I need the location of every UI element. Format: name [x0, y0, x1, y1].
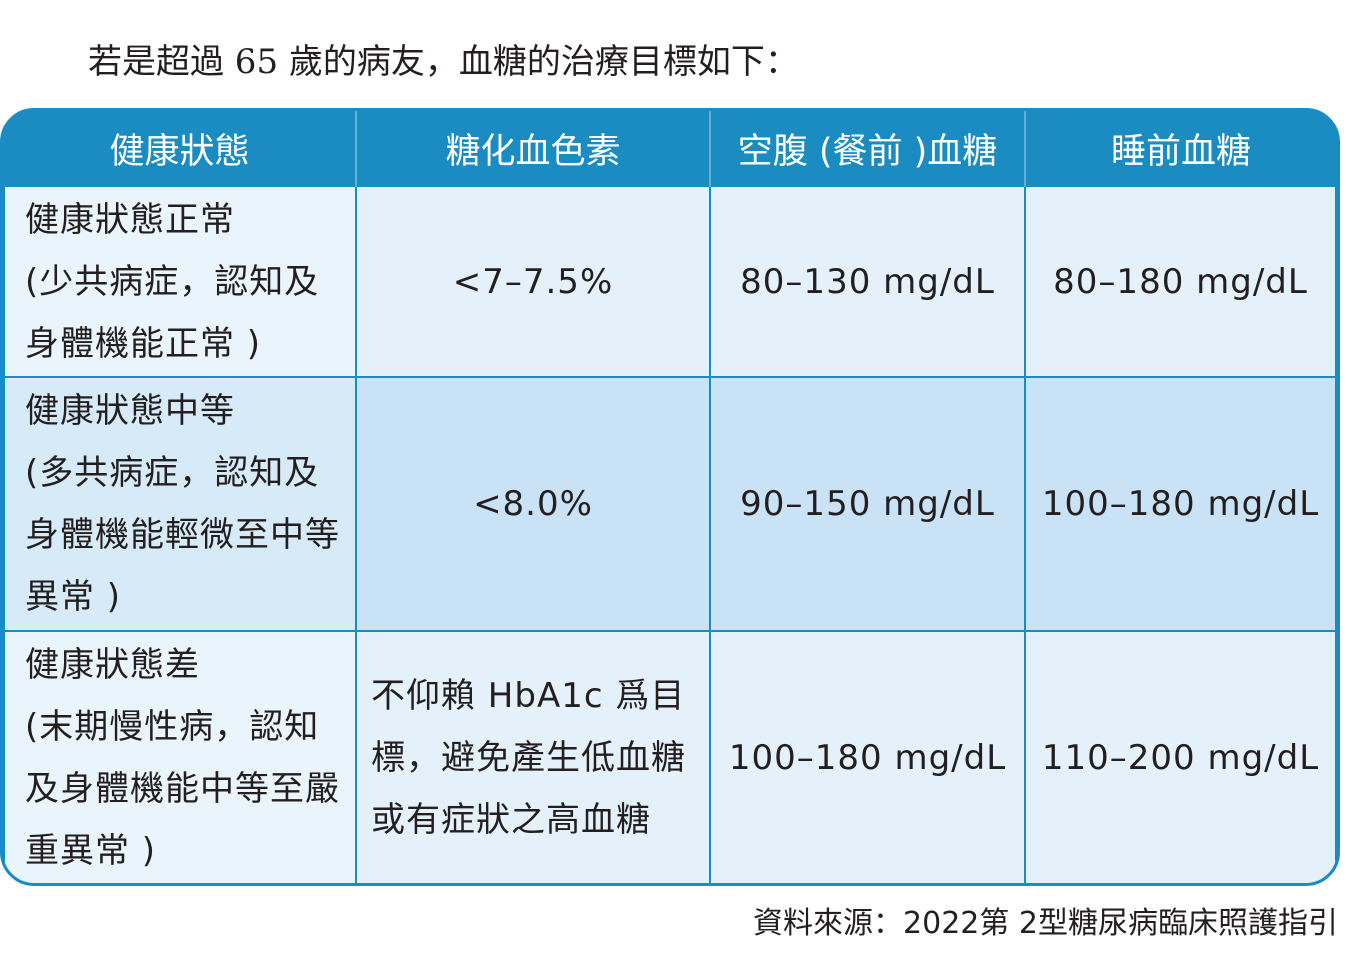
header-row: 健康狀態 糖化血色素 空腹 (餐前 )血糖 睡前血糖: [4, 111, 1336, 186]
table-row: 健康狀態中等 (多共病症，認知及身體機能輕微至中等異常 ) <8.0% 90–150 …: [3, 376, 1337, 632]
status-cell: 健康狀態中等 (多共病症，認知及身體機能輕微至中等異常 ): [3, 376, 357, 632]
status-title: 健康狀態中等: [25, 391, 235, 431]
header-cell: 糖化血色素: [355, 111, 710, 186]
fasting-cell: 90–150 mg/dL: [709, 376, 1026, 632]
header-cell: 空腹 (餐前 )血糖: [709, 111, 1025, 186]
table-row: 健康狀態差 (末期慢性病，認知及身體機能中等至嚴重異常 ) 不仰賴 HbA1c 爲目…: [3, 630, 1337, 883]
status-title: 健康狀態正常: [25, 199, 235, 240]
header-cell: 睡前血糖: [1024, 111, 1336, 186]
hba1c-cell: <7–7.5%: [355, 185, 711, 378]
target-table: 健康狀態 糖化血色素 空腹 (餐前 )血糖 睡前血糖 健康狀態正常 (少共病症，認知及身…: [3, 111, 1337, 883]
hba1c-cell: 不仰賴 HbA1c 爲目標，避免產生低血糖或有症狀之高血糖: [355, 630, 711, 883]
status-title: 健康狀態差: [25, 644, 200, 685]
fasting-cell: 80–130 mg/dL: [709, 185, 1026, 378]
source-note: 資料來源：2022第 2型糖尿病臨床照護指引: [753, 906, 1338, 941]
hba1c-cell: <8.0%: [355, 376, 711, 632]
status-cell: 健康狀態差 (末期慢性病，認知及身體機能中等至嚴重異常 ): [3, 630, 357, 883]
bedtime-cell: 100–180 mg/dL: [1024, 376, 1337, 632]
status-note: (多共病症，認知及身體機能輕微至中等異常 ): [25, 453, 340, 617]
fasting-cell: 100–180 mg/dL: [709, 630, 1026, 883]
status-note: (末期慢性病，認知及身體機能中等至嚴重異常 ): [25, 706, 340, 871]
header-cell: 健康狀態: [4, 111, 356, 186]
bedtime-cell: 80–180 mg/dL: [1024, 185, 1337, 378]
bedtime-cell: 110–200 mg/dL: [1024, 630, 1337, 883]
status-cell: 健康狀態正常 (少共病症，認知及身體機能正常 ): [3, 185, 357, 378]
table-frame: 健康狀態 糖化血色素 空腹 (餐前 )血糖 睡前血糖 健康狀態正常 (少共病症，認知及身…: [0, 108, 1340, 886]
intro-text: 若是超過 65 歲的病友，血糖的治療目標如下：: [88, 42, 799, 82]
status-note: (少共病症，認知及身體機能正常 ): [25, 261, 320, 364]
table-row: 健康狀態正常 (少共病症，認知及身體機能正常 ) <7–7.5% 80–130 mg/…: [3, 185, 1337, 378]
